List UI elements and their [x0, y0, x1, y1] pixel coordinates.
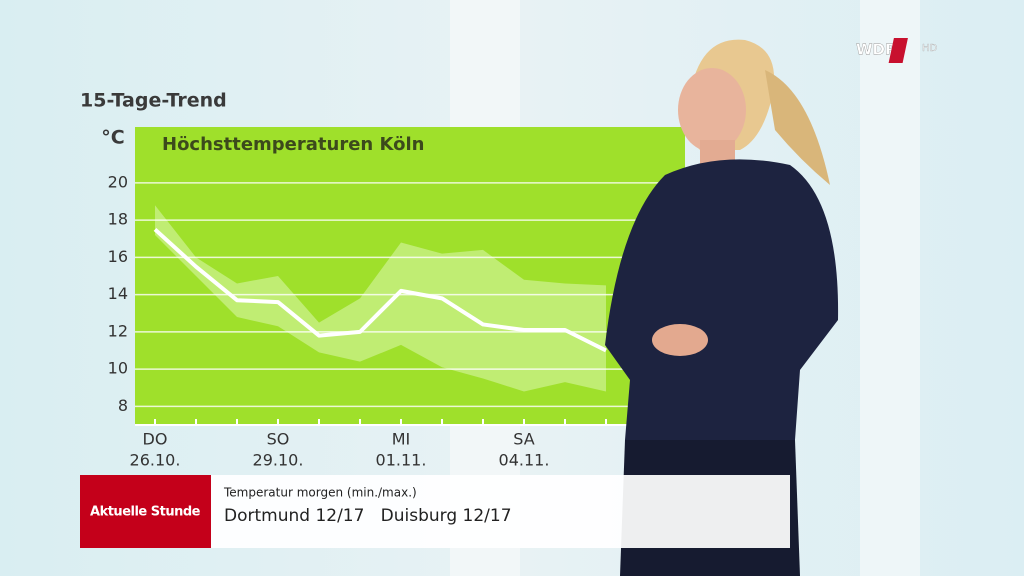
info-caption: Temperatur morgen (min./max.) — [223, 486, 417, 500]
x-tick-label: MI — [392, 430, 411, 449]
x-tick-date: 04.11. — [499, 451, 550, 470]
spread-band — [155, 205, 606, 392]
face — [678, 68, 746, 152]
x-tick-date: 01.11. — [376, 451, 427, 470]
show-name: Aktuelle Stunde — [90, 505, 201, 520]
x-tick-label: DO — [143, 430, 168, 449]
y-tick-label: 12 — [108, 321, 128, 340]
y-tick-label: 16 — [108, 247, 128, 266]
logo-badge: HD — [922, 43, 938, 54]
x-tick-date: 29.10. — [253, 451, 304, 470]
chart-heading: 15-Tage-Trend — [80, 90, 227, 112]
show-box — [80, 475, 211, 548]
chart: Höchsttemperaturen Köln °C 8 10 12 14 16 18 20 DO… — [101, 127, 685, 470]
logo-bar — [888, 38, 908, 63]
info-panel — [211, 475, 790, 548]
x-tick-label: SO — [267, 430, 290, 449]
ponytail — [765, 70, 830, 185]
y-axis-label: °C — [101, 127, 124, 149]
chart-title: Höchsttemperaturen Köln — [162, 134, 425, 155]
temperature-line — [153, 227, 607, 353]
x-tick-label: SA — [513, 430, 534, 449]
y-tick-label: 14 — [108, 284, 128, 303]
dress — [605, 159, 839, 440]
y-tick-label: 18 — [108, 210, 128, 229]
y-tick-label: 10 — [108, 359, 128, 378]
hands — [652, 324, 708, 356]
info-line: Dortmund 12/17 Duisburg 12/17 — [224, 506, 512, 526]
logo-brand: WDR — [856, 41, 897, 59]
studio-panel — [860, 0, 920, 576]
y-tick-label: 8 — [118, 396, 128, 415]
y-tick-label: 20 — [108, 172, 128, 191]
x-tick-date: 26.10. — [130, 451, 181, 470]
